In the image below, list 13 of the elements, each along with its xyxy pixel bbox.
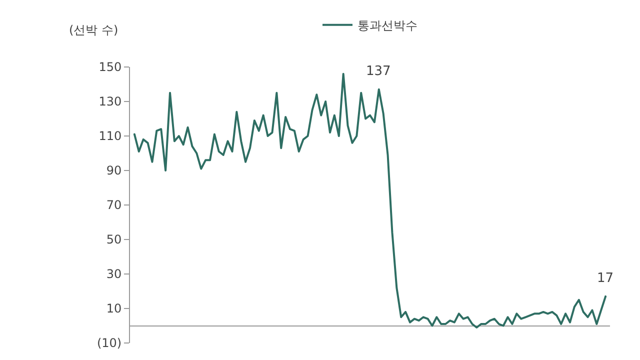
data-label: 137 [366,64,391,79]
y-tick-label: 10 [106,302,122,316]
y-tick-label: 50 [106,232,122,247]
y-tick-label: (10) [96,336,122,350]
data-label: 17 [597,271,614,286]
y-tick-label: 110 [98,129,122,144]
y-tick-label: 70 [106,198,122,212]
y-tick-label: 130 [98,94,122,109]
y-axis-title: (선박 수) [69,23,118,37]
legend-label: 통과선박수 [358,18,418,33]
y-tick-label: 90 [106,164,122,178]
y-tick-label: 150 [98,60,122,74]
y-tick-label: 30 [106,267,122,282]
